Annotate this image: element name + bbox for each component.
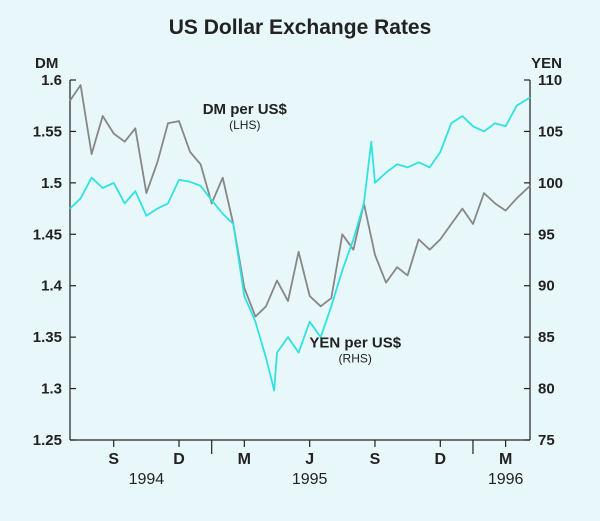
ytick-right-label: 85: [538, 329, 555, 346]
ytick-left-label: 1.25: [33, 432, 62, 449]
series-dm-sublabel: (LHS): [229, 118, 260, 132]
xtick-label: S: [108, 451, 119, 468]
ytick-right-label: 110: [538, 72, 562, 89]
ytick-left-label: 1.3: [41, 381, 62, 398]
ytick-right-label: 80: [538, 381, 555, 398]
xtick-label: J: [305, 451, 314, 468]
year-label: 1994: [129, 471, 165, 488]
ytick-right-label: 90: [538, 278, 555, 295]
right-axis-label: YEN: [531, 55, 562, 72]
ytick-right-label: 75: [538, 432, 555, 449]
ytick-left-label: 1.55: [33, 123, 62, 140]
ytick-left-label: 1.6: [41, 72, 62, 89]
xtick-label: D: [435, 451, 447, 468]
ytick-left-label: 1.5: [41, 175, 62, 192]
chart-title: US Dollar Exchange Rates: [169, 16, 432, 39]
series-yen-sublabel: (RHS): [339, 351, 372, 365]
xtick-label: M: [499, 451, 512, 468]
series-yen-label: YEN per US$: [309, 334, 401, 351]
xtick-label: S: [370, 451, 381, 468]
ytick-right-label: 95: [538, 226, 555, 243]
chart-svg: US Dollar Exchange RatesDMYEN1.251.31.35…: [0, 0, 600, 521]
year-label: 1996: [488, 471, 524, 488]
ytick-right-label: 100: [538, 175, 563, 192]
xtick-label: D: [173, 451, 185, 468]
series-dm-label: DM per US$: [203, 101, 288, 118]
ytick-left-label: 1.35: [33, 329, 62, 346]
chart-container: US Dollar Exchange RatesDMYEN1.251.31.35…: [0, 0, 600, 521]
ytick-left-label: 1.45: [33, 226, 62, 243]
left-axis-label: DM: [35, 55, 58, 72]
year-label: 1995: [292, 471, 328, 488]
ytick-right-label: 105: [538, 123, 563, 140]
ytick-left-label: 1.4: [41, 278, 63, 295]
xtick-label: M: [238, 451, 251, 468]
